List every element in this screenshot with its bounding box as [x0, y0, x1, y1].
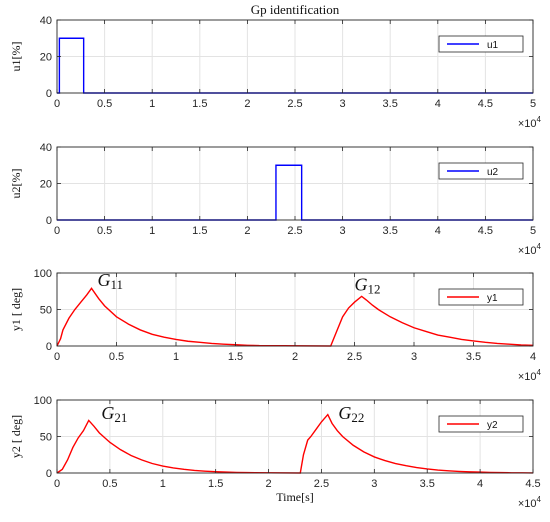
x-tick-label: 5 — [530, 98, 536, 110]
annotation-label: G21 — [101, 403, 127, 425]
legend-box — [438, 288, 524, 306]
x-tick-label: 2.5 — [314, 478, 329, 490]
y-tick-label: 0 — [46, 341, 52, 353]
y-tick-label: 100 — [34, 395, 52, 407]
y-tick-label: 20 — [40, 52, 52, 64]
y-tick-label: 50 — [40, 305, 52, 317]
x-tick-label: 0.5 — [109, 351, 124, 363]
x-multiplier: ×104 — [518, 495, 542, 510]
x-tick-label: 3.5 — [383, 225, 398, 237]
x-tick-label: 0 — [54, 478, 60, 490]
chart-title: Gp identification — [251, 2, 340, 17]
x-tick-label: 0.5 — [102, 478, 117, 490]
legend: y2 — [438, 415, 524, 433]
x-tick-label: 1.5 — [228, 351, 243, 363]
legend: y1 — [438, 288, 524, 306]
series-line-y2 — [56, 413, 534, 474]
y-axis-label: u2[%] — [9, 169, 23, 199]
subplot-2: 0 0.5 1 1.5 2 2.5 3 3.5 4 4.5 5 0 20 40 ×104 u2[%] u2 — [9, 142, 542, 257]
x-tick-label: 0 — [54, 98, 60, 110]
x-axis-label: Time[s] — [276, 490, 314, 504]
x-tick-label: 3 — [340, 225, 346, 237]
x-tick-label: 3 — [371, 478, 377, 490]
annotation-label: G22 — [338, 403, 364, 425]
x-tick-label: 4 — [435, 98, 441, 110]
legend: u1 — [438, 35, 524, 53]
legend-label: y2 — [487, 420, 498, 431]
x-tick-label: 1.5 — [208, 478, 223, 490]
x-tick-label: 4 — [435, 225, 441, 237]
y-tick-label: 40 — [40, 142, 52, 154]
y-axis-label: y1 [ deg] — [9, 288, 23, 331]
y-tick-label: 0 — [46, 215, 52, 227]
x-tick-label: 2 — [244, 225, 250, 237]
x-tick-label: 3.5 — [466, 351, 481, 363]
legend-label: u1 — [487, 40, 499, 51]
y-tick-label: 50 — [40, 432, 52, 444]
x-tick-label: 3 — [411, 351, 417, 363]
annotation-label: G12 — [355, 275, 381, 297]
x-tick-label: 1.5 — [192, 225, 207, 237]
legend-label: y1 — [487, 293, 498, 304]
x-tick-label: 4.5 — [478, 225, 493, 237]
x-tick-label: 5 — [530, 225, 536, 237]
y-tick-label: 0 — [46, 88, 52, 100]
y-axis-label: y2 [ deg] — [9, 415, 23, 458]
x-tick-label: 3 — [340, 98, 346, 110]
legend: u2 — [438, 162, 524, 180]
x-tick-label: 1 — [149, 98, 155, 110]
x-tick-label: 2.5 — [287, 98, 302, 110]
x-tick-label: 2 — [265, 478, 271, 490]
x-tick-label: 4.5 — [478, 98, 493, 110]
x-tick-label: 1 — [160, 478, 166, 490]
y-tick-label: 20 — [40, 179, 52, 191]
legend-box — [438, 162, 524, 180]
x-tick-label: 2.5 — [347, 351, 362, 363]
x-tick-label: 0.5 — [97, 98, 112, 110]
y-axis-label: u1[%] — [9, 42, 23, 72]
x-tick-label: 2 — [292, 351, 298, 363]
x-tick-label: 4 — [530, 351, 536, 363]
subplot-4: 0 0.5 1 1.5 2 2.5 3 3.5 4 4.5 0 50 100 ×104 y2 [ deg] T… — [9, 395, 542, 510]
x-multiplier: ×104 — [518, 242, 542, 257]
x-tick-label: 1 — [149, 225, 155, 237]
x-multiplier: ×104 — [518, 115, 542, 130]
x-tick-label: 4.5 — [525, 478, 540, 490]
x-tick-label: 4 — [477, 478, 483, 490]
x-tick-label: 0 — [54, 351, 60, 363]
y-tick-label: 0 — [46, 468, 52, 480]
subplot-1: 0 0.5 1 1.5 2 2.5 3 3.5 4 4.5 5 0 20 40 ×104 Gp identif… — [9, 2, 542, 130]
x-tick-label: 0 — [54, 225, 60, 237]
legend-box — [438, 415, 524, 433]
x-tick-label: 2 — [244, 98, 250, 110]
x-tick-label: 0.5 — [97, 225, 112, 237]
x-multiplier: ×104 — [518, 368, 542, 383]
x-tick-label: 1.5 — [192, 98, 207, 110]
y-tick-label: 40 — [40, 15, 52, 27]
x-tick-label: 1 — [173, 351, 179, 363]
legend-box — [438, 35, 524, 53]
x-tick-label: 3.5 — [420, 478, 435, 490]
legend-label: u2 — [487, 167, 499, 178]
x-tick-label: 2.5 — [287, 225, 302, 237]
annotation-label: G11 — [97, 270, 123, 292]
x-tick-label: 3.5 — [383, 98, 398, 110]
y-tick-label: 100 — [34, 268, 52, 280]
subplot-3: 0 0.5 1 1.5 2 2.5 3 3.5 4 0 50 100 ×104 y1 [ deg] y1 G1… — [9, 268, 542, 383]
